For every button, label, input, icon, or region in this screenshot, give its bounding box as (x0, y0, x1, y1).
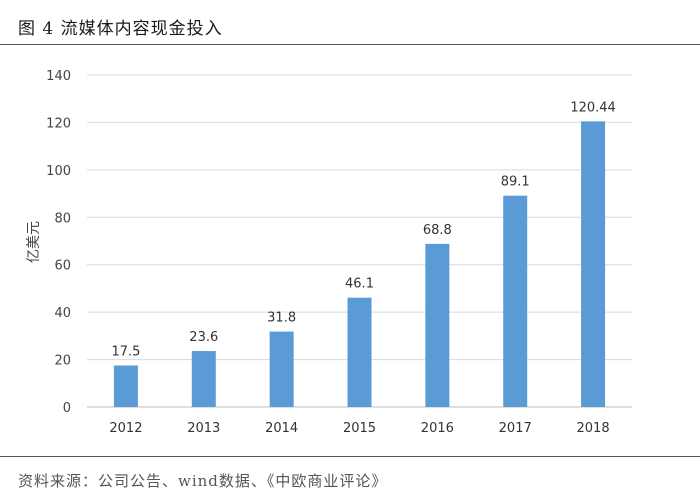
y-tick-label: 140 (46, 69, 71, 84)
y-axis-ticks: 0 20 40 60 80 100 120 140 (46, 69, 71, 416)
data-label: 68.8 (423, 223, 452, 238)
bar (269, 331, 294, 407)
y-tick-label: 0 (63, 401, 71, 416)
bars (113, 121, 606, 408)
x-tick-label: 2018 (577, 421, 610, 436)
y-tick-label: 120 (46, 116, 71, 131)
source-note: 资料来源：公司公告、wind数据、《中欧商业评论》 (18, 472, 388, 490)
data-labels: 17.5 23.6 31.8 46.1 68.8 89.1 120.44 (111, 100, 615, 359)
x-axis-ticks: 2012 2013 2014 2015 2016 2017 2018 (109, 421, 609, 436)
x-tick-label: 2016 (421, 421, 454, 436)
top-rule (0, 44, 700, 45)
bottom-rule (0, 456, 700, 457)
y-tick-label: 20 (54, 354, 71, 369)
x-tick-label: 2013 (187, 421, 220, 436)
data-label: 46.1 (345, 277, 374, 292)
figure-title: 图 4 流媒体内容现金投入 (18, 19, 223, 39)
data-label: 23.6 (189, 330, 218, 345)
bar (191, 351, 216, 407)
bar (425, 243, 450, 407)
bar (113, 365, 138, 407)
data-label: 120.44 (570, 100, 616, 115)
bar (503, 195, 528, 407)
x-tick-label: 2017 (499, 421, 532, 436)
y-axis-label: 亿美元 (26, 221, 42, 263)
bar (347, 297, 372, 407)
data-label: 17.5 (111, 345, 140, 360)
x-tick-label: 2012 (109, 421, 142, 436)
x-tick-label: 2014 (265, 421, 298, 436)
y-tick-label: 40 (54, 306, 71, 321)
y-tick-label: 60 (54, 259, 71, 274)
data-label: 31.8 (267, 311, 296, 326)
x-tick-label: 2015 (343, 421, 376, 436)
y-tick-label: 100 (46, 164, 71, 179)
bar (581, 121, 606, 408)
y-tick-label: 80 (54, 211, 71, 226)
bar-chart: 0 20 40 60 80 100 120 140 17.5 23.6 31.8 46.1 68.8 8… (26, 69, 632, 436)
data-label: 89.1 (501, 175, 530, 190)
